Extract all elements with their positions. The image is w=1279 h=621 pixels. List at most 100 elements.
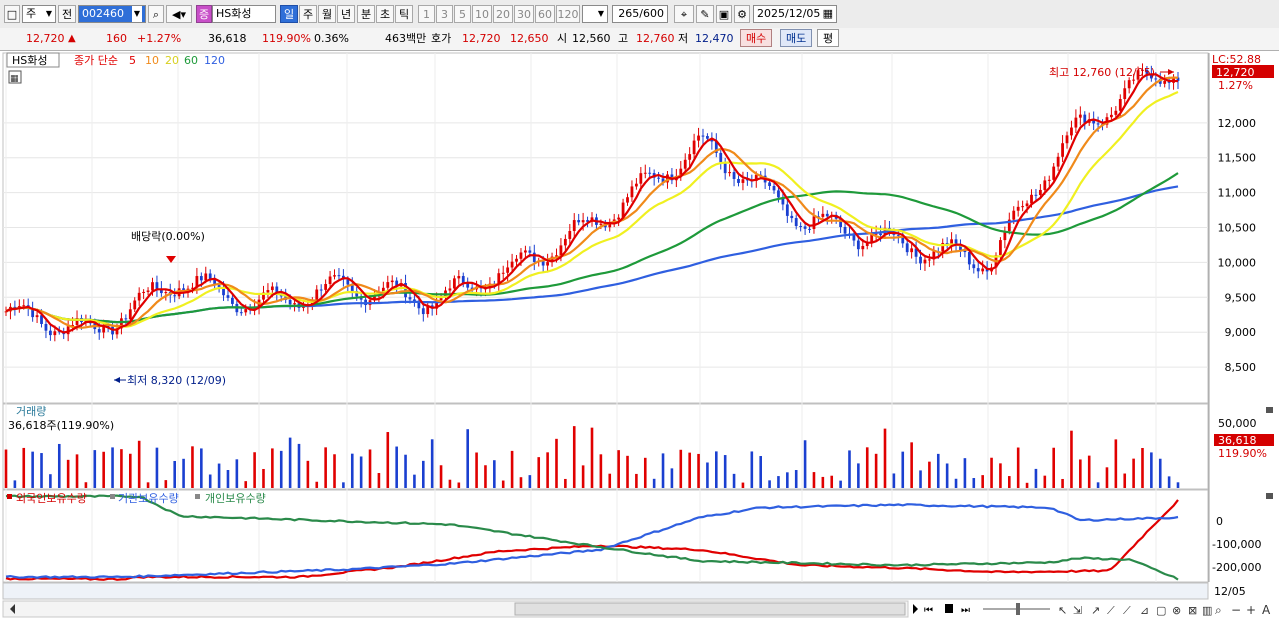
lc-label: LC:52.88 (1212, 53, 1261, 66)
stock-code-input[interactable]: 002460 ▼ (78, 5, 146, 23)
prev-button[interactable]: 전 (58, 5, 76, 23)
volume-bar (972, 478, 976, 488)
candle-body (510, 261, 514, 268)
candle-body (53, 331, 57, 336)
fib-tool-icon[interactable]: ⟋ (1123, 604, 1131, 617)
candle-body (808, 228, 811, 230)
interval-5-button[interactable]: 5 (454, 5, 471, 23)
custom-interval-select[interactable]: ▼ (582, 5, 608, 23)
count-field[interactable]: 265/600 (612, 5, 668, 23)
candle-body (559, 245, 563, 256)
candle-body (1123, 88, 1127, 100)
eval-button[interactable]: 평 (817, 29, 840, 47)
candle-body (519, 252, 523, 259)
stop-icon[interactable] (945, 604, 953, 613)
period-month-button[interactable]: 월 (318, 5, 336, 23)
volume-bar (413, 474, 416, 488)
period-day-button[interactable]: 일 (280, 5, 298, 23)
volume-bar (981, 475, 984, 488)
line-tool-icon[interactable]: ⟋ (1107, 604, 1115, 617)
save-icon[interactable]: ▣ (716, 5, 732, 23)
interval-1-button[interactable]: 1 (418, 5, 435, 23)
foreign-legend-swatch (7, 494, 12, 499)
volume-tag-bg (1214, 434, 1274, 446)
candle-body (1003, 231, 1007, 241)
volume-bar (1158, 458, 1162, 488)
cursor-tool-icon[interactable]: ↖ (1058, 604, 1067, 617)
period-minute-button[interactable]: 분 (357, 5, 375, 23)
sell-button[interactable]: 매도 (780, 29, 813, 47)
scroll-left-icon[interactable] (10, 604, 15, 614)
candle-body (697, 135, 700, 141)
candle-body (421, 308, 425, 315)
volume-bar (759, 456, 762, 488)
interval-3-button[interactable]: 3 (436, 5, 453, 23)
volume-bar (244, 481, 248, 488)
market-select[interactable]: 주 ▼ (22, 5, 56, 23)
interval-20-button[interactable]: 20 (493, 5, 513, 23)
zoom-slider-thumb[interactable] (1016, 603, 1020, 615)
cross-tool-icon[interactable]: ⊗ (1172, 604, 1181, 617)
zoom-out-icon[interactable]: − (1231, 603, 1241, 617)
candle-body (315, 289, 319, 301)
volume-bar (928, 461, 931, 488)
candle-body (137, 292, 141, 301)
holdings-panel-close-icon[interactable] (1266, 493, 1273, 499)
candle-body (426, 305, 430, 315)
date-axis (2, 582, 1209, 600)
date-field[interactable]: 2025/12/05 ▦ (753, 5, 837, 23)
candle-body (173, 295, 177, 297)
zoom-in-icon[interactable]: + (1246, 603, 1256, 617)
candle-body (328, 276, 332, 285)
volume-bar (1141, 447, 1144, 488)
chart-settings-icon[interactable]: ▥ (1202, 604, 1212, 617)
interval-60-button[interactable]: 60 (535, 5, 555, 23)
play-icon[interactable] (913, 604, 918, 614)
delete-tool-icon[interactable]: ⊠ (1188, 604, 1197, 617)
candle-body (1083, 114, 1087, 123)
gear-icon[interactable]: ⚙ (734, 5, 750, 23)
draw-tool-icon[interactable]: ✎ (696, 5, 714, 23)
magnifier-icon[interactable]: ⌕ (1215, 603, 1222, 617)
holdings-tick-minus-200000: -200,000 (1212, 561, 1261, 574)
volume-bar (1070, 430, 1073, 488)
trend-tool-icon[interactable]: ↗ (1091, 604, 1100, 617)
search-icon[interactable]: ⌕ (148, 5, 164, 23)
window-icon[interactable]: □ (4, 5, 20, 23)
period-week-button[interactable]: 주 (299, 5, 317, 23)
crosshair-icon[interactable]: ⌖ (674, 5, 694, 23)
speaker-icon[interactable]: ◀▾ (166, 5, 192, 23)
last-price-tag-bg (1212, 65, 1274, 78)
interval-30-button[interactable]: 30 (514, 5, 534, 23)
candle-body (528, 250, 532, 253)
copy-tool-icon[interactable]: ▢ (1156, 604, 1166, 617)
candle-body (541, 260, 545, 266)
main-toolbar: □ 주 ▼ 전 002460 ▼ ⌕ ◀▾ 증 HS화성 일 주 월 년 분 초 틱… (0, 0, 1279, 29)
price-tick-label: 10,500 (1218, 222, 1257, 235)
select-tool-icon[interactable]: ⇲ (1073, 604, 1082, 617)
stock-chart[interactable]: 8,500 9,000 9,500 10,000 10,500 11,000 11,500 1… (0, 51, 1279, 621)
interval-120-button[interactable]: 120 (556, 5, 580, 23)
table-toggle-icon[interactable] (8, 70, 22, 84)
price-tick-label: 9,500 (1225, 291, 1257, 304)
measure-tool-icon[interactable]: ⊿ (1140, 604, 1149, 617)
rewind-icon[interactable]: ⏮ (924, 605, 933, 616)
interval-10-button[interactable]: 10 (472, 5, 492, 23)
candle-body (266, 290, 270, 293)
candle-body (319, 289, 323, 291)
volume-panel-close-icon[interactable] (1266, 407, 1273, 413)
scroll-thumb[interactable] (514, 602, 906, 616)
buy-button[interactable]: 매수 (740, 29, 773, 47)
candle-body (732, 172, 736, 179)
period-tick-button[interactable]: 틱 (395, 5, 413, 23)
period-second-button[interactable]: 초 (376, 5, 394, 23)
text-tool-icon[interactable]: A (1262, 603, 1271, 617)
forward-icon[interactable]: ⏭ (961, 605, 970, 616)
volume-bar (288, 437, 292, 488)
chevron-down-icon: ▼ (597, 9, 604, 18)
candle-body (199, 276, 203, 281)
volume-bar (102, 451, 105, 488)
candle-body (999, 240, 1002, 256)
period-year-button[interactable]: 년 (337, 5, 355, 23)
volume-bar (519, 477, 523, 488)
